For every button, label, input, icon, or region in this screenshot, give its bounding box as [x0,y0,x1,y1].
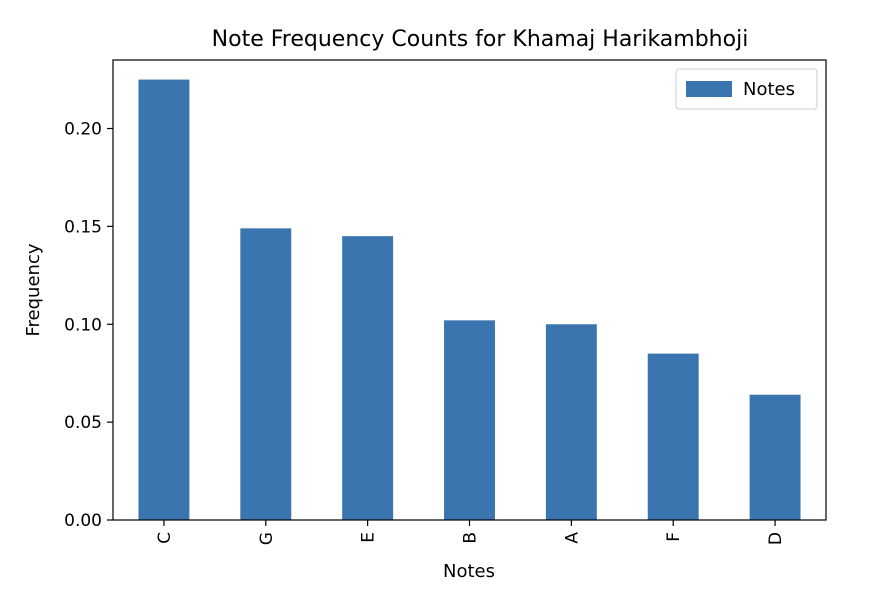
y-axis-label: Frequency [23,243,44,336]
x-axis-label: Notes [443,561,495,582]
bar-E [342,236,394,520]
legend-box [675,68,818,110]
y-tick-label: 0.20 [64,120,102,140]
bar-C [138,79,190,521]
y-tick-label: 0.00 [64,511,102,531]
bar-A [545,324,597,520]
legend: Notes [675,68,818,110]
x-tick-label: A [562,532,582,544]
y-tick-label: 0.15 [64,217,102,237]
y-axis-ticks: 0.00 0.05 0.10 0.15 0.20 [64,120,113,531]
x-tick-label: F [664,532,684,542]
legend-label: Notes [743,79,795,100]
bars-group [138,79,801,521]
bar-G [240,228,292,520]
bar-B [444,320,495,520]
x-tick-label: B [461,532,481,544]
bar-D [749,394,801,520]
plot-area: 0.00 0.05 0.10 0.15 0.20 C G E B A F D [64,59,827,545]
legend-swatch [686,81,732,97]
bar-F [647,353,699,520]
y-tick-label: 0.10 [64,315,102,335]
y-tick-label: 0.05 [64,413,102,433]
x-tick-label: E [359,532,379,543]
chart-title: Note Frequency Counts for Khamaj Harikam… [212,27,749,52]
x-tick-label: D [766,532,786,545]
x-tick-label: C [155,532,175,544]
x-tick-label: G [257,532,277,545]
